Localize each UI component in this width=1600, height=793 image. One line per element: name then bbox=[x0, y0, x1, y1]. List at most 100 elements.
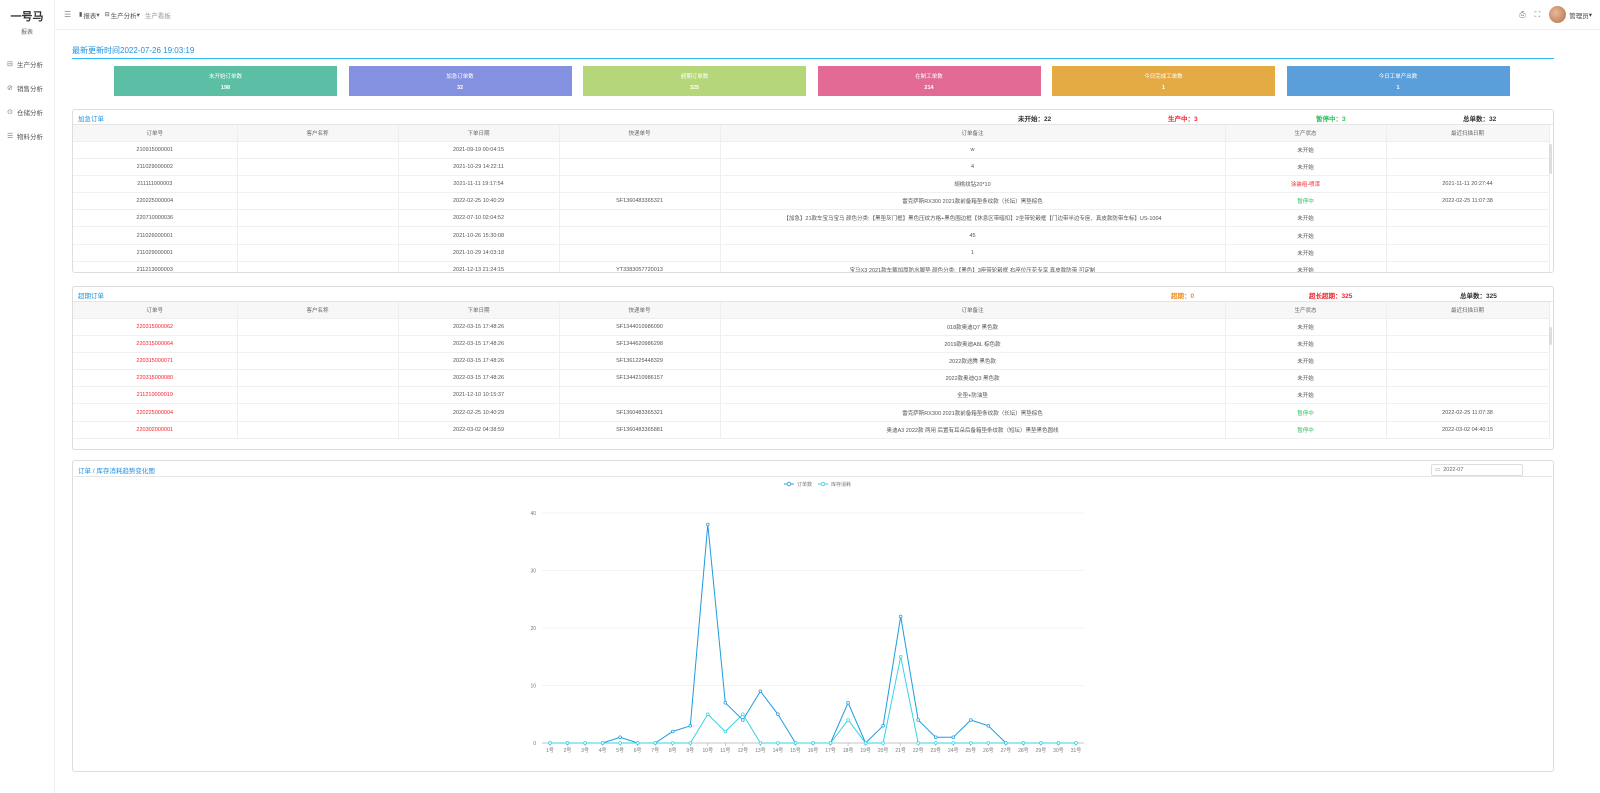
sidebar-item-warehouse[interactable]: ⊙ 仓储分析 bbox=[0, 100, 54, 124]
print-icon[interactable]: ⎙ bbox=[1519, 9, 1526, 19]
table-cell bbox=[237, 244, 399, 262]
data-point bbox=[688, 724, 693, 728]
table-cell: 暂停中 bbox=[1225, 403, 1387, 422]
menu-toggle-icon[interactable]: ☰ bbox=[64, 10, 72, 19]
data-point bbox=[635, 741, 640, 745]
table-cell: 未开始 bbox=[1225, 209, 1387, 228]
table-body: 210915000001 2021-09-19 00:04:15 w 未开始 21102… bbox=[73, 141, 1550, 272]
fullscreen-icon[interactable]: ⛶ bbox=[1534, 9, 1541, 19]
overdue-count: 超期：0 bbox=[1171, 293, 1195, 300]
table-cell: 2021-12-13 21:24:15 bbox=[398, 261, 560, 272]
table-cell: 2022-03-15 17:48:26 bbox=[398, 352, 560, 371]
table-cell: 暂停中 bbox=[1225, 192, 1387, 211]
update-bar: 最新更新时间2022-07-26 19:03:19 bbox=[72, 30, 1554, 59]
column-header: 生产状态 bbox=[1225, 125, 1387, 142]
stat-card-overdue[interactable]: 超期订单数 325 bbox=[583, 66, 806, 96]
table-cell bbox=[1386, 386, 1550, 405]
stat-card-completed-today[interactable]: 今日完成工单数 1 bbox=[1052, 66, 1275, 96]
column-header: 生产状态 bbox=[1225, 302, 1387, 319]
update-time: 最新更新时间2022-07-26 19:03:19 bbox=[72, 46, 195, 55]
data-point bbox=[741, 712, 745, 717]
scrollbar[interactable] bbox=[1549, 327, 1552, 345]
paused-count: 暂停中：3 bbox=[1316, 116, 1346, 123]
not-started-count: 未开始：22 bbox=[1018, 116, 1052, 123]
stat-card-not-started[interactable]: 未开始订单数 198 bbox=[114, 66, 337, 96]
table-cell bbox=[559, 386, 721, 405]
table-cell: 1 bbox=[720, 244, 1226, 262]
table-cell bbox=[237, 386, 399, 405]
x-tick-label: 1号 bbox=[546, 748, 554, 754]
table-row[interactable]: 210915000001 2021-09-19 00:04:15 w 未开始 bbox=[73, 141, 1550, 159]
header-right: ⎙ ⛶ 管理员 ▾ bbox=[1519, 6, 1592, 23]
table-row[interactable]: 220315000071 2022-03-15 17:48:26 SF1361225… bbox=[73, 352, 1550, 371]
legend-label: 库存消耗 bbox=[831, 481, 851, 488]
chart-area: 0 10 20 30 40 1号 2号 3号 4号 5号 6号 7号 8号 9号 10号 11号 12号 13号 1… bbox=[74, 476, 1552, 772]
table-cell: 211111000003 bbox=[73, 175, 238, 194]
long-overdue-count: 超长超期：325 bbox=[1309, 293, 1353, 300]
logo-subtitle: 报表 bbox=[20, 30, 33, 36]
sidebar-item-production[interactable]: ⊟ 生产分析 bbox=[0, 52, 54, 76]
table-row[interactable]: 220225000004 2022-02-25 10:40:29 SF1360483… bbox=[73, 192, 1550, 211]
stat-label: 今日工单产出数 bbox=[1378, 73, 1418, 80]
table-row[interactable]: 220315000062 2022-03-15 17:48:26 SF1344010… bbox=[73, 318, 1550, 336]
data-point bbox=[548, 741, 552, 745]
table-cell bbox=[1386, 209, 1550, 228]
table-row[interactable]: 211029000002 2021-10-29 14:22:11 4 未开始 bbox=[73, 158, 1550, 176]
month-picker[interactable]: ▭ 2022-07 bbox=[1431, 464, 1523, 476]
breadcrumb-item-production[interactable]: ⊟ 生产分析 ▾ bbox=[105, 10, 140, 20]
data-point bbox=[723, 701, 728, 705]
table-cell bbox=[559, 226, 721, 245]
series-line-2 bbox=[550, 656, 1076, 744]
user-name[interactable]: 管理员 bbox=[1569, 12, 1589, 20]
table-cell: YT3383057720013 bbox=[559, 261, 721, 272]
table-cell: SF1344620986298 bbox=[559, 335, 721, 353]
table-row[interactable]: 220225000004 2022-02-25 10:40:29 SF1360483… bbox=[73, 403, 1550, 422]
table-row[interactable]: 220315000064 2022-03-15 17:48:26 SF1344620… bbox=[73, 335, 1550, 353]
data-point bbox=[793, 741, 798, 745]
chevron-down-icon[interactable]: ▾ bbox=[1588, 11, 1592, 19]
breadcrumb-item-report[interactable]: ▮ 报表 ▾ bbox=[79, 10, 100, 20]
table-row[interactable]: 211210000019 2021-12-10 10:15:37 全垫+防油垫 未开始 bbox=[73, 386, 1550, 405]
sidebar-item-sales[interactable]: ⊘ 销售分析 bbox=[0, 76, 54, 100]
column-header: 最近扫描日期 bbox=[1386, 125, 1550, 142]
table-cell: 未开始 bbox=[1225, 369, 1387, 388]
x-tick-label: 6号 bbox=[634, 748, 642, 754]
x-tick-label: 21号 bbox=[895, 748, 906, 754]
y-tick-label: 20 bbox=[530, 626, 536, 632]
stat-value: 325 bbox=[689, 84, 700, 91]
stat-card-in-process[interactable]: 在制工单数 214 bbox=[817, 66, 1041, 96]
data-point bbox=[846, 718, 850, 722]
table-row[interactable]: 220710000036 2022-07-10 02:04:52 【加急】21款车宝… bbox=[73, 209, 1550, 228]
sidebar-item-label: 销售分析 bbox=[17, 86, 43, 93]
table-cell: 2022-02-25 11:07:38 bbox=[1386, 403, 1550, 422]
table-cell: 2022-03-15 17:48:26 bbox=[398, 369, 560, 388]
table-row[interactable]: 211026000001 2021-10-26 15:30:08 45 未开始 bbox=[73, 226, 1550, 245]
table-cell: 210915000001 bbox=[73, 141, 238, 159]
avatar[interactable] bbox=[1549, 6, 1567, 23]
data-point bbox=[898, 614, 903, 619]
stat-card-urgent[interactable]: 加急订单数 32 bbox=[348, 66, 572, 96]
breadcrumb-item-current: 生产看板 bbox=[145, 10, 171, 20]
data-point bbox=[1056, 741, 1061, 745]
table-cell: 4 bbox=[720, 158, 1226, 176]
table-row[interactable]: 211029000001 2021-10-29 14:03:18 1 未开始 bbox=[73, 244, 1550, 262]
sidebar-item-material[interactable]: ☰ 物料分析 bbox=[0, 124, 54, 148]
table-cell: 018款奥迪Q7 黑色款 bbox=[720, 318, 1226, 336]
table-cell: w bbox=[720, 141, 1226, 159]
logo: 一号马 报表 bbox=[0, 0, 54, 36]
table-row[interactable]: 220302000001 2022-03-02 04:38:59 SF1360483… bbox=[73, 421, 1550, 439]
table-row[interactable]: 220315000080 2022-03-15 17:48:26 SF1344210… bbox=[73, 369, 1550, 388]
data-point bbox=[969, 741, 973, 745]
table-cell: 2021-10-29 14:22:11 bbox=[398, 158, 560, 176]
breadcrumb-label: 报表 bbox=[83, 12, 97, 20]
x-tick-label: 18号 bbox=[843, 748, 854, 754]
table-row[interactable]: 211213000003 2021-12-13 21:24:15 YT3383057… bbox=[73, 261, 1550, 272]
scrollbar[interactable] bbox=[1549, 144, 1552, 174]
table-cell bbox=[1386, 318, 1550, 336]
table-cell: 未开始 bbox=[1225, 226, 1387, 245]
table-row[interactable]: 211111000003 2021-11-11 19:17:54 胡桃纹钻20*10… bbox=[73, 175, 1550, 194]
data-point bbox=[951, 741, 956, 745]
data-point bbox=[670, 741, 675, 745]
stat-card-output-today[interactable]: 今日工单产出数 1 bbox=[1286, 66, 1510, 96]
table-header-row: 订单号 客户名称 下单日期 快递单号 订单备注 生产状态 最近扫描日期 bbox=[73, 302, 1550, 319]
